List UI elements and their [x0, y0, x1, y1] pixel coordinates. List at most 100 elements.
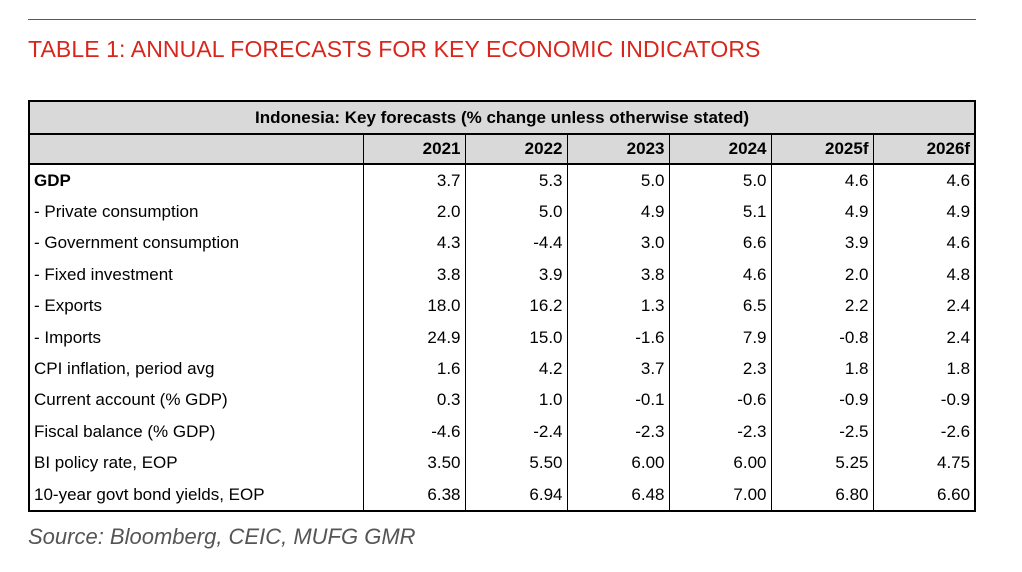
table-caption: Indonesia: Key forecasts (% change unles…	[27, 100, 977, 135]
table-header-row: 2021 2022 2023 2024 2025f 2026f	[28, 133, 977, 165]
value-cell: 6.60	[872, 478, 977, 513]
table-row: CPI inflation, period avg 1.6 4.2 3.7 2.3 1.8…	[28, 353, 977, 385]
value-cell: 5.0	[464, 196, 567, 228]
source-note: Source: Bloomberg, CEIC, MUFG GMR	[28, 524, 416, 549]
table-row: GDP 3.7 5.3 5.0 5.0 4.6 4.6	[28, 164, 977, 197]
header-cell: 2026f	[872, 133, 977, 165]
value-cell: 4.2	[464, 353, 567, 385]
value-cell: -4.4	[464, 227, 567, 260]
value-cell: 3.9	[770, 227, 873, 260]
table-row: Fiscal balance (% GDP) -4.6 -2.4 -2.3 -2.3 -2…	[28, 416, 977, 448]
table-row: - Fixed investment 3.8 3.9 3.8 4.6 2.0 4.8	[28, 259, 977, 291]
value-cell: 4.9	[872, 196, 977, 228]
row-label: - Exports	[28, 290, 363, 322]
value-cell: -2.4	[464, 416, 567, 448]
value-cell: 3.50	[362, 447, 465, 479]
value-cell: 3.8	[362, 259, 465, 291]
value-cell: 3.0	[566, 227, 669, 260]
value-cell: -2.5	[770, 416, 873, 448]
value-cell: 5.25	[770, 447, 873, 479]
table-row: - Imports 24.9 15.0 -1.6 7.9 -0.8 2.4	[28, 321, 977, 354]
header-cell: 2025f	[770, 133, 873, 165]
value-cell: -0.6	[668, 384, 771, 417]
value-cell: 2.2	[770, 290, 873, 322]
value-cell: 3.8	[566, 259, 669, 291]
value-cell: 6.00	[566, 447, 669, 479]
value-cell: 6.94	[464, 478, 567, 513]
table-caption-row: Indonesia: Key forecasts (% change unles…	[27, 100, 977, 135]
row-label: Fiscal balance (% GDP)	[28, 416, 363, 448]
value-cell: 3.9	[464, 259, 567, 291]
value-cell: 6.00	[668, 447, 771, 479]
header-cell: 2021	[362, 133, 465, 165]
table-row: - Private consumption 2.0 5.0 4.9 5.1 4.9 4.9	[28, 196, 977, 228]
value-cell: 4.6	[872, 164, 977, 197]
value-cell: 7.9	[668, 321, 771, 354]
value-cell: 5.50	[464, 447, 567, 479]
header-label-cell	[28, 133, 363, 165]
row-label: 10-year govt bond yields, EOP	[28, 478, 363, 513]
value-cell: 1.3	[566, 290, 669, 322]
value-cell: 4.3	[362, 227, 465, 260]
value-cell: -0.8	[770, 321, 873, 354]
table-row: BI policy rate, EOP 3.50 5.50 6.00 6.00 5.25 4…	[28, 447, 977, 479]
value-cell: 4.75	[872, 447, 977, 479]
table-row: - Exports 18.0 16.2 1.3 6.5 2.2 2.4	[28, 290, 977, 322]
header-cell: 2023	[566, 133, 669, 165]
value-cell: 1.6	[362, 353, 465, 385]
value-cell: 5.3	[464, 164, 567, 197]
value-cell: 4.9	[566, 196, 669, 228]
value-cell: 1.0	[464, 384, 567, 417]
value-cell: -2.6	[872, 416, 977, 448]
value-cell: -0.1	[566, 384, 669, 417]
value-cell: 5.0	[668, 164, 771, 197]
value-cell: -0.9	[770, 384, 873, 417]
forecast-table-container: Indonesia: Key forecasts (% change unles…	[27, 100, 977, 513]
value-cell: -4.6	[362, 416, 465, 448]
value-cell: 4.6	[668, 259, 771, 291]
value-cell: 4.6	[872, 227, 977, 260]
value-cell: 1.8	[770, 353, 873, 385]
value-cell: 1.8	[872, 353, 977, 385]
value-cell: 6.38	[362, 478, 465, 513]
table-row: - Government consumption 4.3 -4.4 3.0 6.6 3.9…	[28, 227, 977, 260]
value-cell: 2.4	[872, 290, 977, 322]
value-cell: 16.2	[464, 290, 567, 322]
forecast-table: Indonesia: Key forecasts (% change unles…	[27, 100, 977, 513]
value-cell: 6.5	[668, 290, 771, 322]
value-cell: 2.3	[668, 353, 771, 385]
value-cell: 2.0	[770, 259, 873, 291]
value-cell: 4.6	[770, 164, 873, 197]
document-title: TABLE 1: ANNUAL FORECASTS FOR KEY ECONOM…	[28, 36, 761, 62]
value-cell: 7.00	[668, 478, 771, 513]
header-cell: 2024	[668, 133, 771, 165]
table-row: 10-year govt bond yields, EOP 6.38 6.94 6.4…	[28, 478, 977, 513]
value-cell: 18.0	[362, 290, 465, 322]
value-cell: 3.7	[566, 353, 669, 385]
value-cell: 24.9	[362, 321, 465, 354]
row-label: - Fixed investment	[28, 259, 363, 291]
row-label: CPI inflation, period avg	[28, 353, 363, 385]
value-cell: 2.4	[872, 321, 977, 354]
value-cell: 3.7	[362, 164, 465, 197]
value-cell: -0.9	[872, 384, 977, 417]
value-cell: 4.8	[872, 259, 977, 291]
row-label: - Imports	[28, 321, 363, 354]
header-cell: 2022	[464, 133, 567, 165]
value-cell: 4.9	[770, 196, 873, 228]
row-label: BI policy rate, EOP	[28, 447, 363, 479]
value-cell: 15.0	[464, 321, 567, 354]
value-cell: 0.3	[362, 384, 465, 417]
top-divider	[28, 19, 976, 20]
row-label: - Private consumption	[28, 196, 363, 228]
value-cell: 5.0	[566, 164, 669, 197]
value-cell: -1.6	[566, 321, 669, 354]
value-cell: 6.80	[770, 478, 873, 513]
row-label: Current account (% GDP)	[28, 384, 363, 417]
value-cell: 6.6	[668, 227, 771, 260]
value-cell: -2.3	[668, 416, 771, 448]
table-row: Current account (% GDP) 0.3 1.0 -0.1 -0.6 -0.…	[28, 384, 977, 417]
row-label: GDP	[28, 164, 363, 197]
value-cell: 5.1	[668, 196, 771, 228]
value-cell: 6.48	[566, 478, 669, 513]
